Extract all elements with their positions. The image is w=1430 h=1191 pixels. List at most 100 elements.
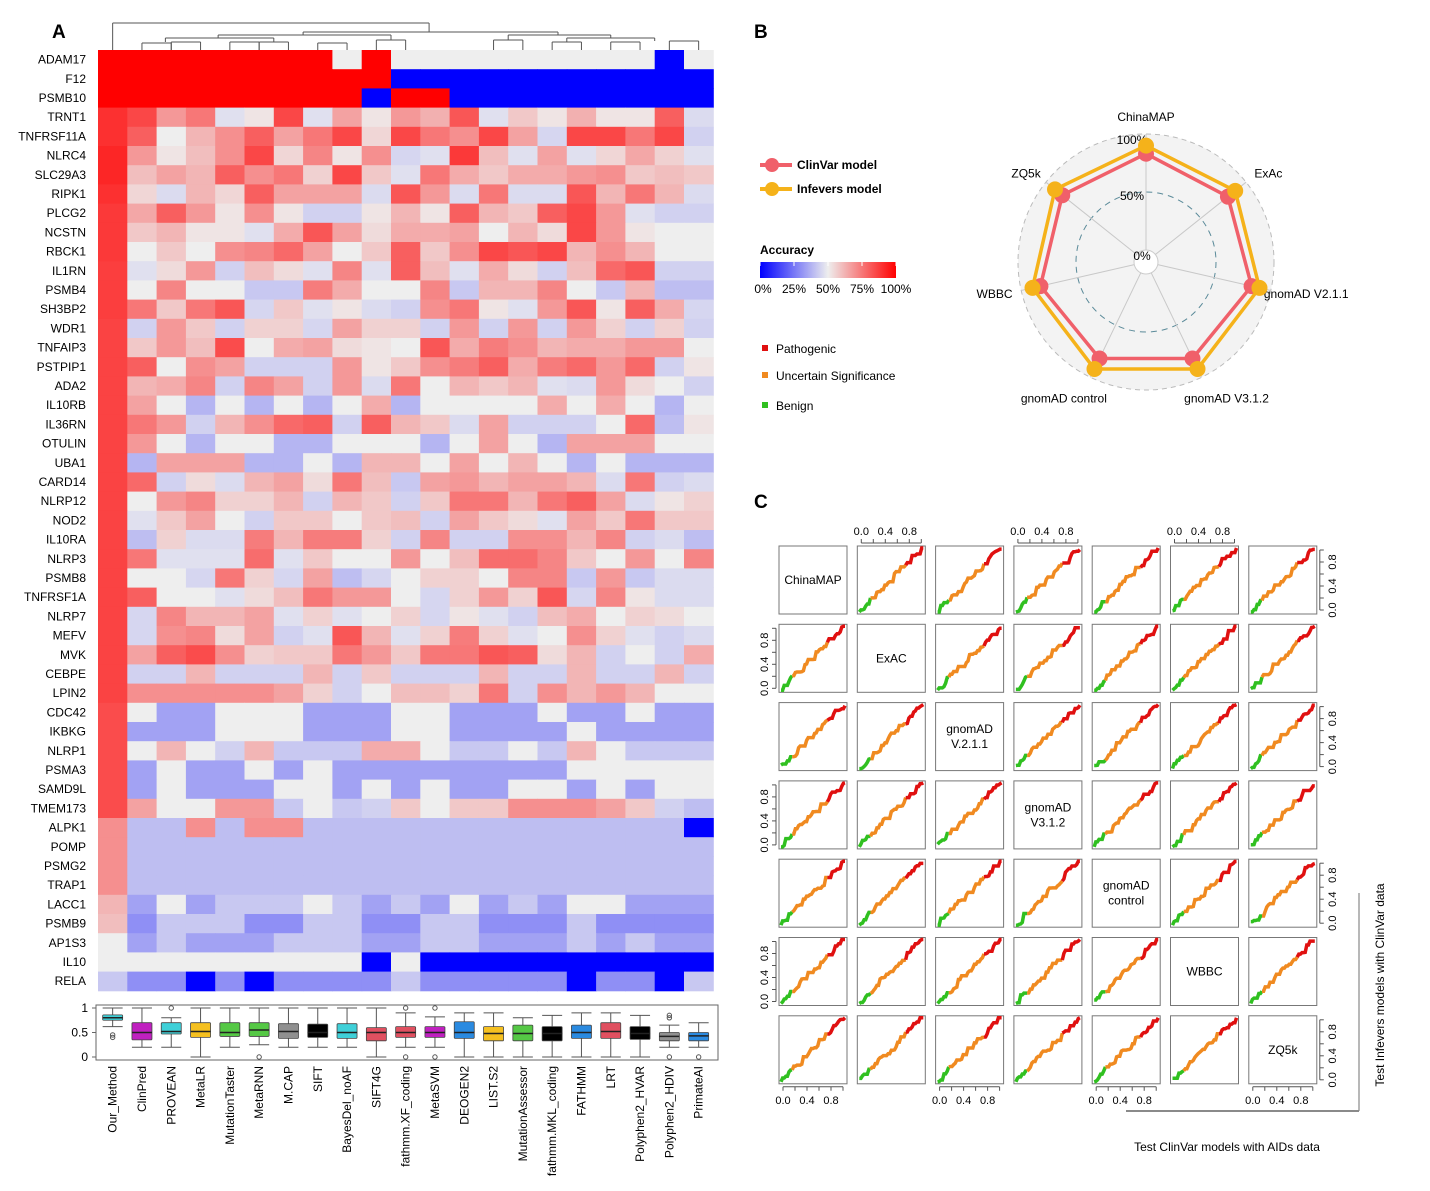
heatmap-cell: [244, 875, 275, 896]
heatmap-cell: [508, 798, 538, 819]
heatmap-row-labels: ADAM17 F12 PSMB10 TRNT1 TNFRSF11A NLRC4 SLC29A…: [18, 53, 86, 989]
heatmap-cell: [361, 184, 392, 205]
heatmap-cell: [215, 165, 245, 185]
heatmap-cell: [303, 760, 333, 781]
pairs-curve-segment: [779, 910, 794, 926]
heatmap-cell: [508, 242, 538, 262]
heatmap-cell: [215, 338, 245, 358]
heatmap-cell: [684, 203, 714, 224]
heatmap-cell: [566, 626, 597, 646]
method-label: M.CAP: [281, 1066, 295, 1104]
pairs-curve-segment: [1139, 1017, 1160, 1038]
pairs-tick-label: 0.8: [823, 1095, 838, 1107]
pairs-curve-segment: [1295, 939, 1315, 958]
heatmap-cell: [654, 587, 685, 608]
heatmap-cell: [654, 434, 685, 454]
pairs-curve-segment: [1182, 800, 1219, 836]
method-label: SIFT: [311, 1065, 325, 1092]
heatmap-cell: [361, 530, 392, 550]
heatmap-cell: [684, 626, 714, 646]
heatmap-cell: [654, 299, 685, 320]
legend-item-infevers-model: Infevers model: [760, 182, 882, 196]
heatmap-cell: [244, 798, 275, 819]
heatmap-cell: [244, 818, 275, 838]
heatmap-cell: [185, 952, 216, 973]
heatmap-cell: [156, 549, 187, 569]
heatmap-cell: [537, 664, 568, 685]
heatmap-cell: [215, 702, 245, 723]
heatmap-cell: [508, 510, 538, 531]
heatmap-cell: [625, 664, 656, 685]
heatmap-cell: [449, 606, 480, 627]
heatmap-cell: [596, 798, 626, 819]
pairs-curve-segment: [904, 861, 924, 880]
heatmap-cell: [537, 702, 568, 723]
heatmap-cell: [215, 491, 245, 512]
heatmap-cell: [156, 798, 187, 819]
pairs-tick-label: 0.0: [1327, 916, 1339, 931]
heatmap-cell: [185, 69, 216, 89]
heatmap-cell: [273, 510, 304, 531]
pairs-curve-segment: [1218, 859, 1237, 883]
heatmap-cell: [156, 952, 187, 973]
pairs-curve-segment: [779, 989, 793, 1005]
heatmap-cell: [332, 491, 363, 512]
method-label: Our_Method: [106, 1066, 120, 1133]
heatmap-cell: [391, 530, 421, 550]
heatmap-cell: [537, 894, 568, 915]
heatmap-cell: [332, 894, 363, 915]
heatmap-cell: [625, 434, 656, 454]
heatmap-cell: [508, 357, 538, 377]
heatmap-cell: [361, 261, 392, 281]
colorbar-tick-label: 0%: [754, 282, 772, 296]
heatmap-cell: [537, 299, 568, 320]
heatmap-cell: [127, 971, 158, 992]
heatmap-cell: [478, 626, 509, 646]
heatmap-cell: [185, 414, 216, 435]
heatmap-cell: [391, 510, 421, 531]
heatmap-cell: [156, 683, 187, 704]
heatmap-cell: [596, 664, 626, 685]
heatmap-cell: [478, 587, 509, 608]
heatmap-cell: [478, 568, 509, 589]
heatmap-cell: [449, 472, 480, 493]
panel-label-a: A: [52, 22, 66, 43]
heatmap-cell: [215, 837, 245, 857]
heatmap-cell: [303, 338, 333, 358]
heatmap-cell: [303, 472, 333, 493]
heatmap-cell: [684, 107, 714, 128]
heatmap-cell: [244, 779, 275, 800]
pairs-curve-segment: [1014, 1069, 1028, 1083]
heatmap-cell: [596, 203, 626, 224]
heatmap-cell: [303, 434, 333, 454]
heatmap-cell: [215, 683, 245, 704]
heatmap-cell: [625, 376, 656, 397]
pairs-curve-segment: [905, 1016, 924, 1034]
pairs-tick-label: 0.4: [799, 1095, 814, 1107]
pairs-curve-segment: [870, 722, 906, 761]
pairs-curve-segment: [870, 876, 906, 915]
heatmap-cell: [684, 760, 714, 781]
heatmap-cell: [420, 261, 451, 281]
row-label: IL10RA: [46, 533, 86, 547]
pairs-curve-segment: [1094, 990, 1106, 1002]
accuracy-colorbar-legend: Accuracy 0% 25% 50% 75% 100%: [754, 243, 911, 296]
heatmap-cell: [449, 299, 480, 320]
heatmap-cell: [273, 683, 304, 704]
heatmap-cell: [273, 261, 304, 281]
heatmap-cell: [654, 933, 685, 953]
pairs-curve-segment: [1182, 1032, 1219, 1072]
heatmap-cell: [566, 510, 597, 531]
heatmap-cell: [684, 69, 714, 89]
heatmap-cell: [478, 222, 509, 243]
pairs-curve-segment: [1027, 720, 1063, 758]
heatmap-cell: [332, 510, 363, 531]
heatmap-cell: [98, 376, 128, 397]
heatmap-cell: [332, 453, 363, 473]
heatmap-cell: [654, 146, 685, 166]
heatmap-cell: [127, 69, 158, 89]
heatmap-cell: [508, 338, 538, 358]
heatmap-cell: [508, 453, 538, 473]
pairs-diagonal-label: ExAC: [876, 651, 907, 665]
heatmap-cell: [391, 107, 421, 128]
